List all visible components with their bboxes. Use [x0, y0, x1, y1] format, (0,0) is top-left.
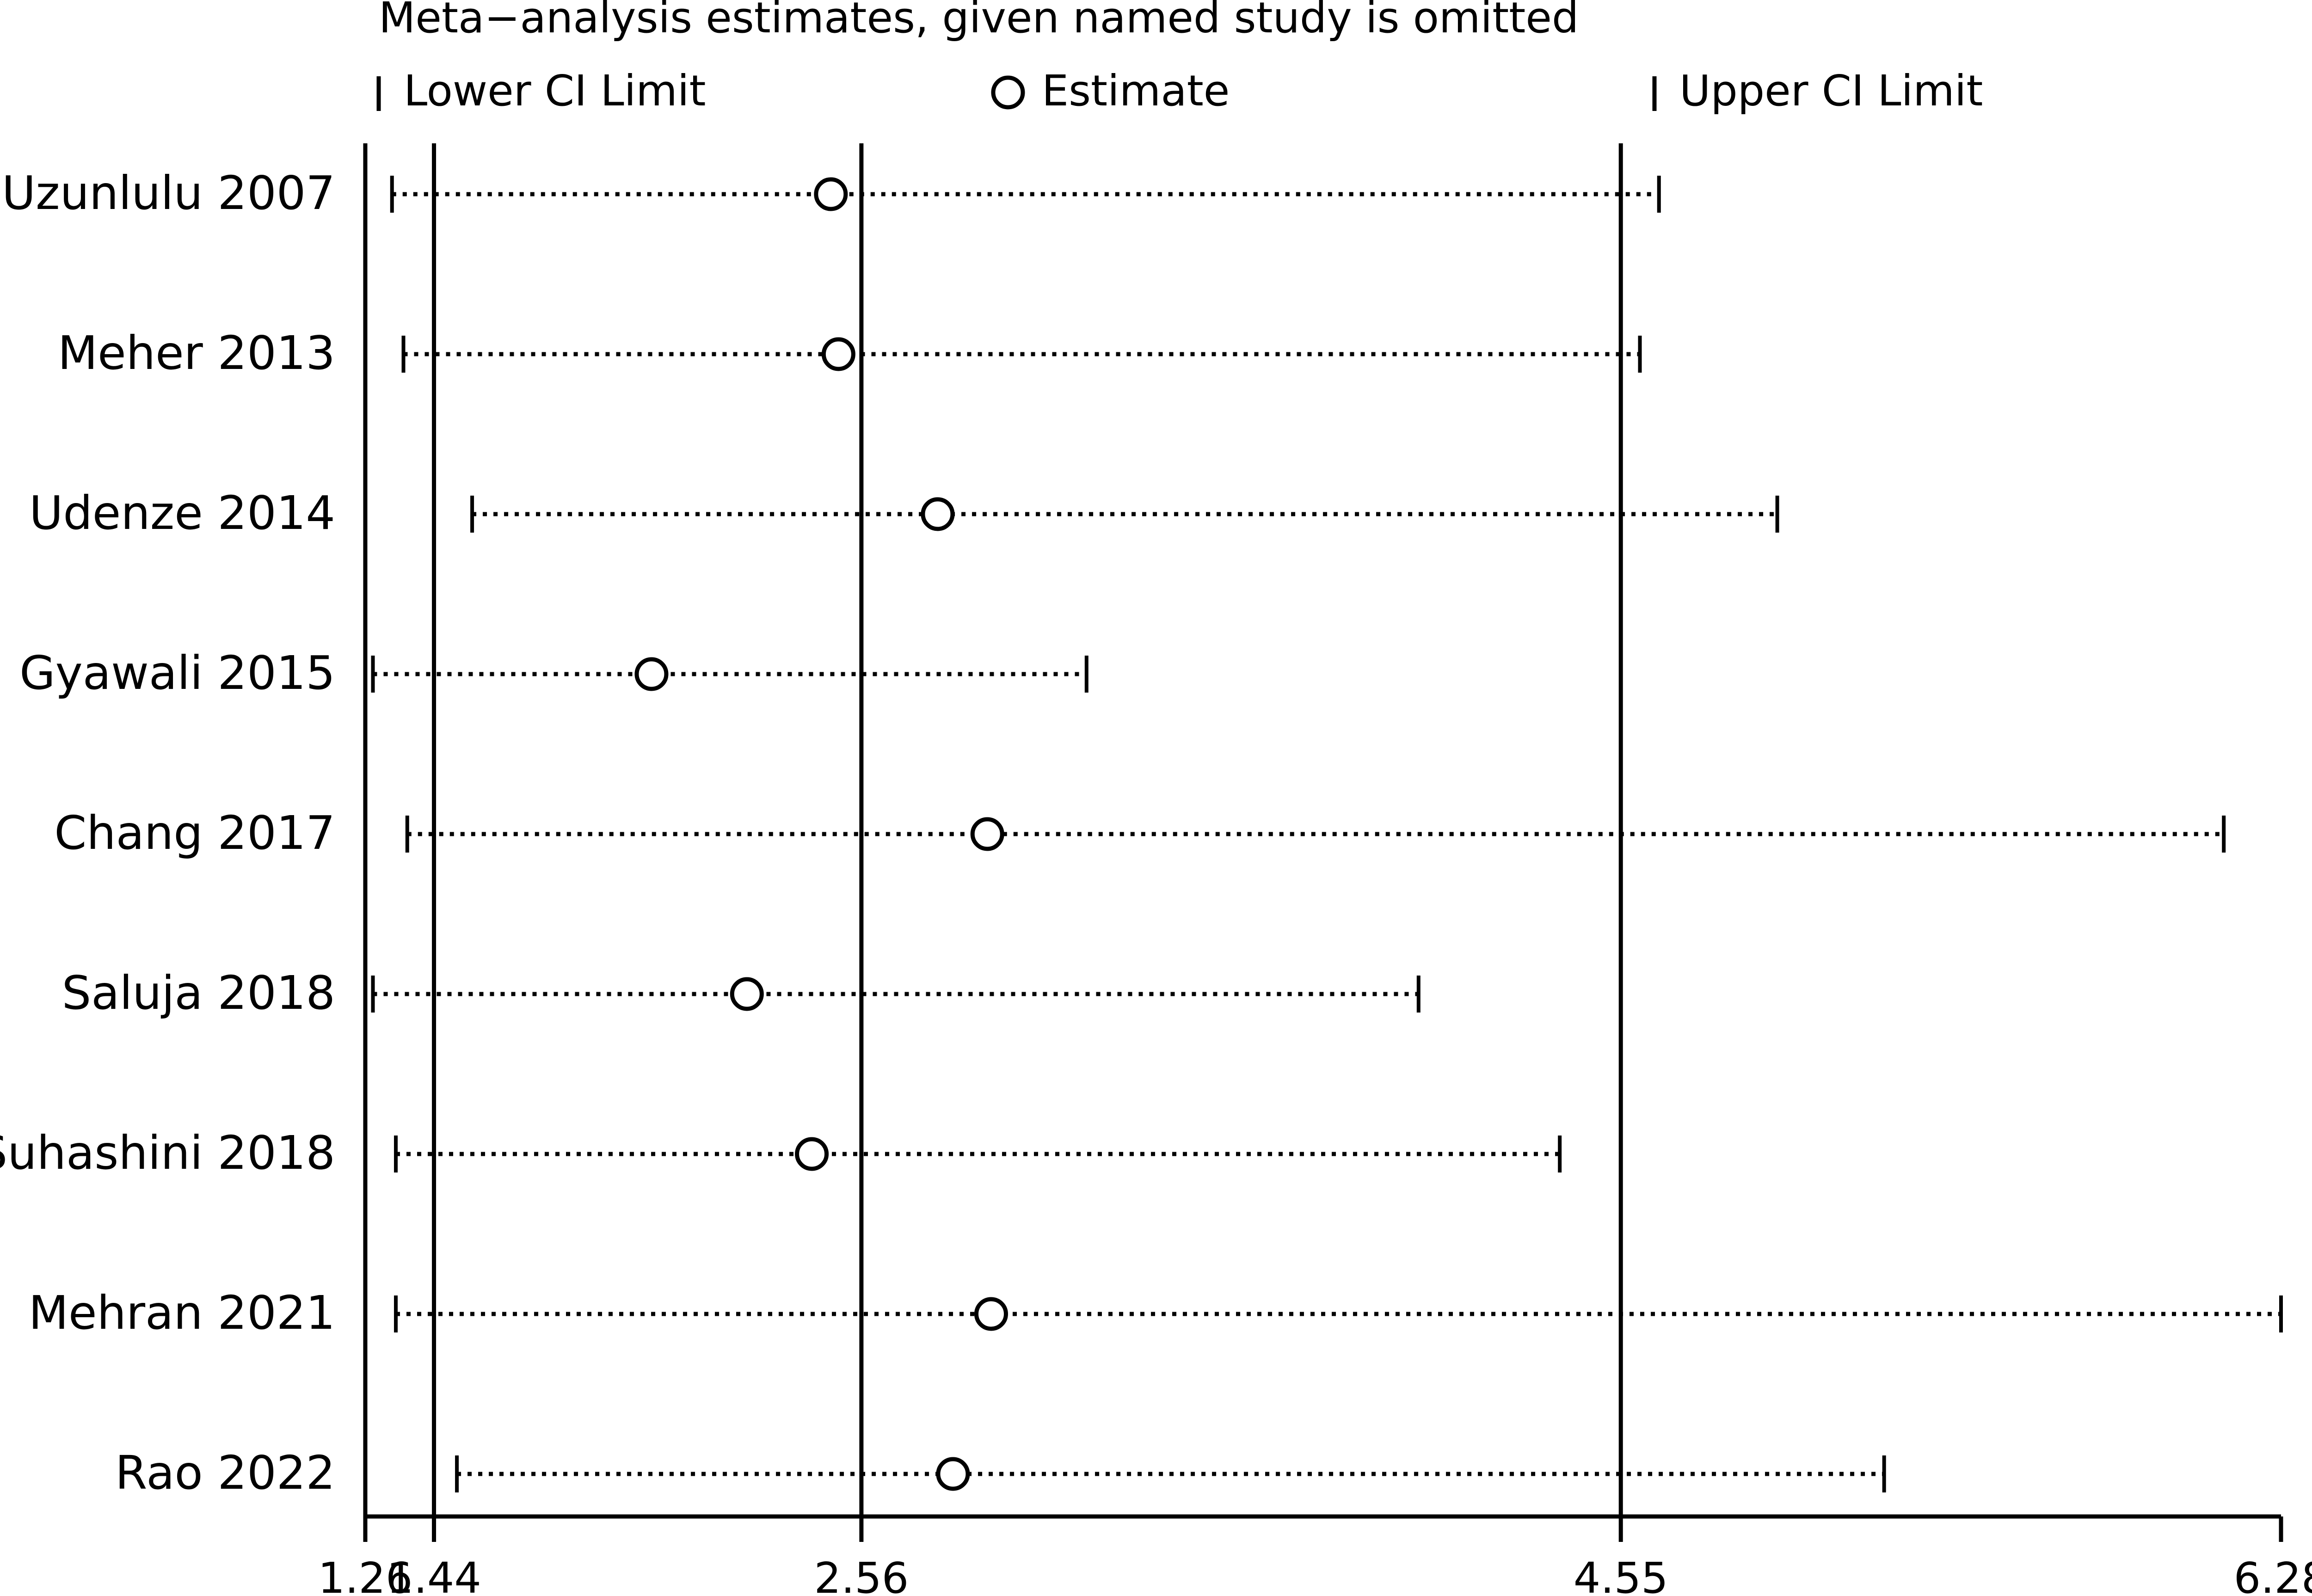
study-row: Meher 2013	[58, 326, 1642, 380]
study-label: Chang 2017	[54, 806, 335, 860]
x-tick-label: 2.56	[814, 1553, 909, 1596]
study-label: Mehran 2021	[29, 1286, 335, 1340]
study-row: Rao 2022	[115, 1446, 1886, 1500]
study-label: Gyawali 2015	[19, 646, 335, 700]
study-label: Uzunlulu 2007	[2, 166, 335, 220]
study-row: Saluja 2018	[62, 966, 1420, 1020]
study-row: Suhashini 2018	[0, 1126, 1562, 1180]
estimate-point	[795, 1137, 829, 1171]
x-tick-label: 4.55	[1574, 1553, 1668, 1596]
study-label: Meher 2013	[58, 326, 335, 380]
legend-estimate-marker	[991, 75, 1025, 110]
x-tick-label: 6.28	[2234, 1553, 2312, 1596]
legend: Lower CI Limit Estimate Upper CI Limit	[376, 66, 1983, 116]
study-row: Uzunlulu 2007	[2, 166, 1661, 220]
estimate-point	[921, 497, 955, 531]
reference-lines	[363, 143, 1623, 1516]
estimate-point	[974, 1297, 1008, 1331]
legend-upper-label: Upper CI Limit	[1679, 66, 1983, 116]
study-row: Chang 2017	[54, 806, 2226, 860]
study-label: Rao 2022	[115, 1446, 335, 1500]
estimate-point	[634, 657, 669, 691]
estimate-point	[970, 817, 1004, 851]
estimate-point	[730, 977, 764, 1011]
chart-title: Meta−analysis estimates, given named stu…	[379, 0, 1579, 43]
study-label: Saluja 2018	[62, 966, 335, 1020]
x-axis: 1.261.44 2.56 4.55 6.28	[318, 1514, 2312, 1596]
study-label: Suhashini 2018	[0, 1126, 335, 1180]
study-row: Udenze 2014	[29, 486, 1779, 540]
legend-estimate-label: Estimate	[1042, 66, 1230, 116]
study-row: Gyawali 2015	[19, 646, 1088, 700]
study-rows: Uzunlulu 2007 Meher 2013 Udenze 2014 Gyawal…	[0, 166, 2283, 1500]
study-row: Mehran 2021	[29, 1286, 2283, 1340]
estimate-point	[936, 1457, 970, 1491]
study-label: Udenze 2014	[29, 486, 335, 540]
x-tick-label: 1.44	[387, 1553, 481, 1596]
x-tick-label: 1.26	[318, 1553, 413, 1596]
legend-lower-label: Lower CI Limit	[404, 66, 706, 116]
estimate-point	[814, 177, 848, 211]
estimate-point	[821, 337, 855, 371]
